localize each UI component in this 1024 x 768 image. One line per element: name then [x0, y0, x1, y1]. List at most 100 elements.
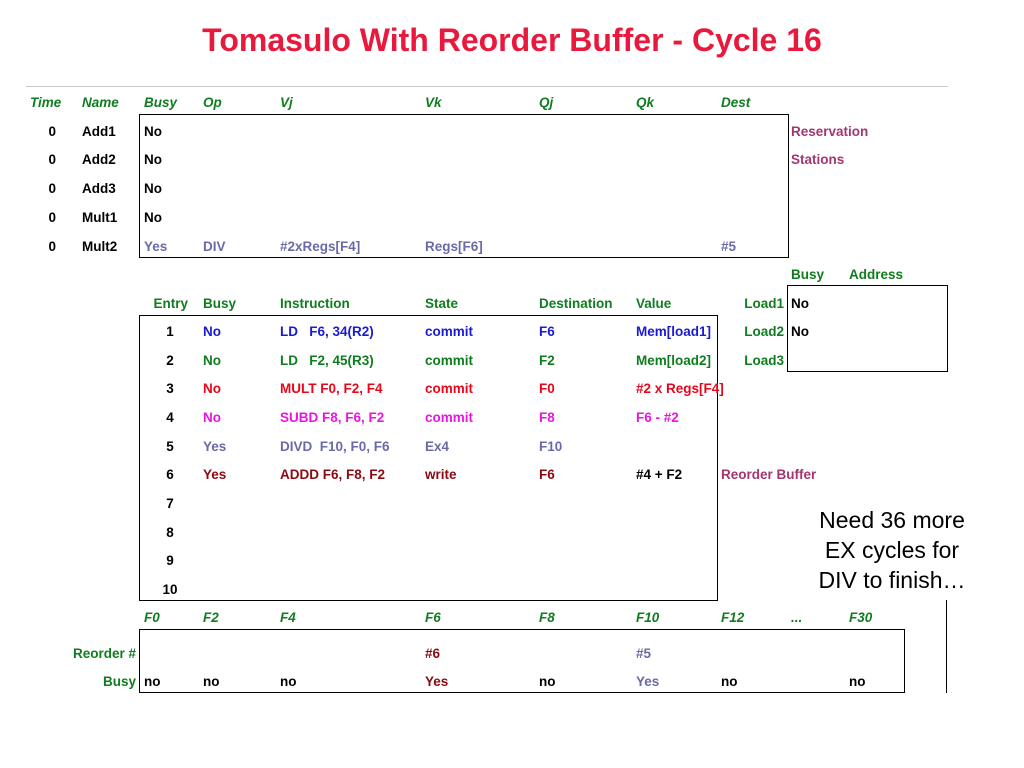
rs-table-border	[139, 114, 789, 258]
reg-name: F8	[539, 610, 555, 625]
reg-busy-value: no	[280, 674, 297, 689]
reg-busy-value: no	[849, 674, 866, 689]
load-header-busy: Busy	[791, 267, 825, 282]
rs-name: Mult2	[82, 239, 118, 254]
rs-busy: No	[144, 152, 162, 167]
rob-instruction: LD F6, 34(R2)	[280, 324, 374, 339]
rob-instruction: MULT F0, F2, F4	[280, 381, 383, 396]
rob-entry: 3	[166, 381, 174, 396]
rob-value: F6 - #2	[636, 410, 679, 425]
rob-entry: 6	[166, 467, 174, 482]
slide-title: Tomasulo With Reorder Buffer - Cycle 16	[202, 22, 822, 58]
reg-name: F6	[425, 610, 441, 625]
rs-header-busy: Busy	[144, 95, 178, 110]
reg-busy-value: no	[144, 674, 161, 689]
reg-name: F10	[636, 610, 660, 625]
rob-entry: 9	[166, 553, 174, 568]
reg-busy-value: no	[721, 674, 738, 689]
rs-label-line2: Stations	[791, 152, 845, 167]
rob-busy: Yes	[203, 439, 227, 454]
rob-state: commit	[425, 324, 474, 339]
rs-header-name: Name	[82, 95, 119, 110]
rob-busy: No	[203, 353, 221, 368]
top-rule	[26, 86, 948, 87]
rob-destination: F0	[539, 381, 555, 396]
rs-label-line1: Reservation	[791, 124, 869, 139]
rob-state: write	[425, 467, 457, 482]
rob-value: #4 + F2	[636, 467, 683, 482]
rob-busy: No	[203, 410, 221, 425]
rs-name: Add2	[82, 152, 116, 167]
note-line: DIV to finish…	[818, 567, 966, 593]
rs-busy: No	[144, 210, 162, 225]
rob-busy: No	[203, 324, 221, 339]
rs-header-vk: Vk	[425, 95, 442, 110]
rob-header-busy: Busy	[203, 296, 237, 311]
rs-name: Mult1	[82, 210, 118, 225]
rob-instruction: ADDD F6, F8, F2	[280, 467, 386, 482]
rob-entry: 2	[166, 353, 174, 368]
rob-entry: 10	[162, 582, 178, 597]
reg-table-border	[139, 629, 905, 693]
load-name: Load3	[744, 353, 784, 368]
load-busy: No	[791, 296, 809, 311]
rs-dest: #5	[721, 239, 737, 254]
rs-op: DIV	[203, 239, 226, 254]
rs-header-qj: Qj	[539, 95, 554, 110]
load-name: Load1	[744, 296, 784, 311]
load-header-address: Address	[849, 267, 904, 282]
rob-header-value: Value	[636, 296, 672, 311]
rob-entry: 5	[166, 439, 174, 454]
rob-header-destination: Destination	[539, 296, 613, 311]
rob-busy: Yes	[203, 467, 227, 482]
rs-header-qk: Qk	[636, 95, 655, 110]
load-name: Load2	[744, 324, 784, 339]
rs-header-time: Time	[30, 95, 62, 110]
rs-vk: Regs[F6]	[425, 239, 483, 254]
rob-label: Reorder Buffer	[721, 467, 817, 482]
note-line: Need 36 more	[819, 507, 965, 533]
reg-name: F2	[203, 610, 219, 625]
rob-busy: No	[203, 381, 221, 396]
reg-name: ...	[791, 610, 803, 625]
rob-entry: 1	[166, 324, 174, 339]
rob-destination: F2	[539, 353, 555, 368]
rob-state: commit	[425, 410, 474, 425]
rob-header-entry: Entry	[153, 296, 188, 311]
rob-state: Ex4	[425, 439, 450, 454]
reg-reorder-value: #6	[425, 646, 441, 661]
rob-value: #2 x Regs[F4]	[636, 381, 724, 396]
rs-vj: #2xRegs[F4]	[280, 239, 361, 254]
rob-table-border	[139, 315, 718, 601]
reg-busy-value: no	[539, 674, 556, 689]
rob-entry: 8	[166, 525, 174, 540]
rob-header-state: State	[425, 296, 459, 311]
rob-instruction: LD F2, 45(R3)	[280, 353, 374, 368]
reg-name: F4	[280, 610, 296, 625]
rs-name: Add1	[82, 124, 116, 139]
right-rule	[946, 600, 947, 693]
rob-destination: F6	[539, 467, 555, 482]
rs-time: 0	[48, 239, 56, 254]
rs-time: 0	[48, 124, 56, 139]
rob-instruction: DIVD F10, F0, F6	[280, 439, 390, 454]
load-table-border	[787, 285, 948, 372]
rs-busy: Yes	[144, 239, 168, 254]
rob-destination: F8	[539, 410, 555, 425]
rob-instruction: SUBD F8, F6, F2	[280, 410, 385, 425]
reg-name: F30	[849, 610, 873, 625]
rs-header-dest: Dest	[721, 95, 751, 110]
rs-name: Add3	[82, 181, 116, 196]
rob-header-instruction: Instruction	[280, 296, 350, 311]
reg-name: F12	[721, 610, 745, 625]
note-line: EX cycles for	[824, 537, 960, 563]
reg-name: F0	[144, 610, 160, 625]
annotation-note: Need 36 more EX cycles for DIV to finish…	[800, 505, 984, 595]
rob-entry: 4	[166, 410, 174, 425]
rob-destination: F6	[539, 324, 555, 339]
load-busy: No	[791, 324, 809, 339]
rob-state: commit	[425, 353, 474, 368]
rob-value: Mem[load1]	[636, 324, 712, 339]
rs-header-op: Op	[203, 95, 222, 110]
reg-busy-value: Yes	[425, 674, 449, 689]
